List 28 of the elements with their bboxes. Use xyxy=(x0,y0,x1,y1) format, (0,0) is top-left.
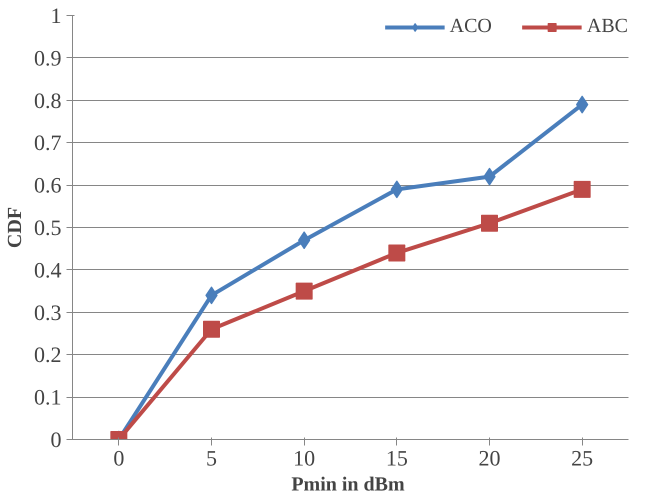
y-tick-label: 0.9 xyxy=(34,45,62,70)
x-tick-label: 5 xyxy=(206,446,217,470)
y-tick-label: 0.1 xyxy=(34,384,62,410)
y-tick-label: 0.3 xyxy=(34,300,62,325)
point xyxy=(481,214,498,232)
x-tick-label: 25 xyxy=(571,446,594,470)
y-tick-label: 0.2 xyxy=(34,342,62,368)
point xyxy=(205,286,218,304)
point xyxy=(388,244,406,262)
y-tick-label: 0.8 xyxy=(34,88,62,113)
y-tick-label: 1 xyxy=(50,3,62,28)
y-axis-title: CDF xyxy=(4,206,26,248)
legend-label: ACO xyxy=(450,15,492,38)
point xyxy=(203,320,220,338)
y-tick-label: 0.5 xyxy=(34,215,62,240)
x-tick-label: 20 xyxy=(478,446,500,470)
point xyxy=(296,282,313,300)
y-tick-label: 0.6 xyxy=(34,172,62,198)
x-tick-label: 10 xyxy=(293,446,316,470)
point xyxy=(483,168,496,186)
legend-label: ABC xyxy=(586,15,628,38)
y-tick-label: 0.7 xyxy=(34,130,62,156)
x-tick-label: 15 xyxy=(386,446,408,470)
x-axis-title: Pmin in dBm xyxy=(291,474,406,496)
x-tick-label: 0 xyxy=(113,446,124,470)
y-tick-label: 0 xyxy=(50,427,62,452)
point xyxy=(574,180,591,198)
y-tick-label: 0.4 xyxy=(34,257,62,282)
